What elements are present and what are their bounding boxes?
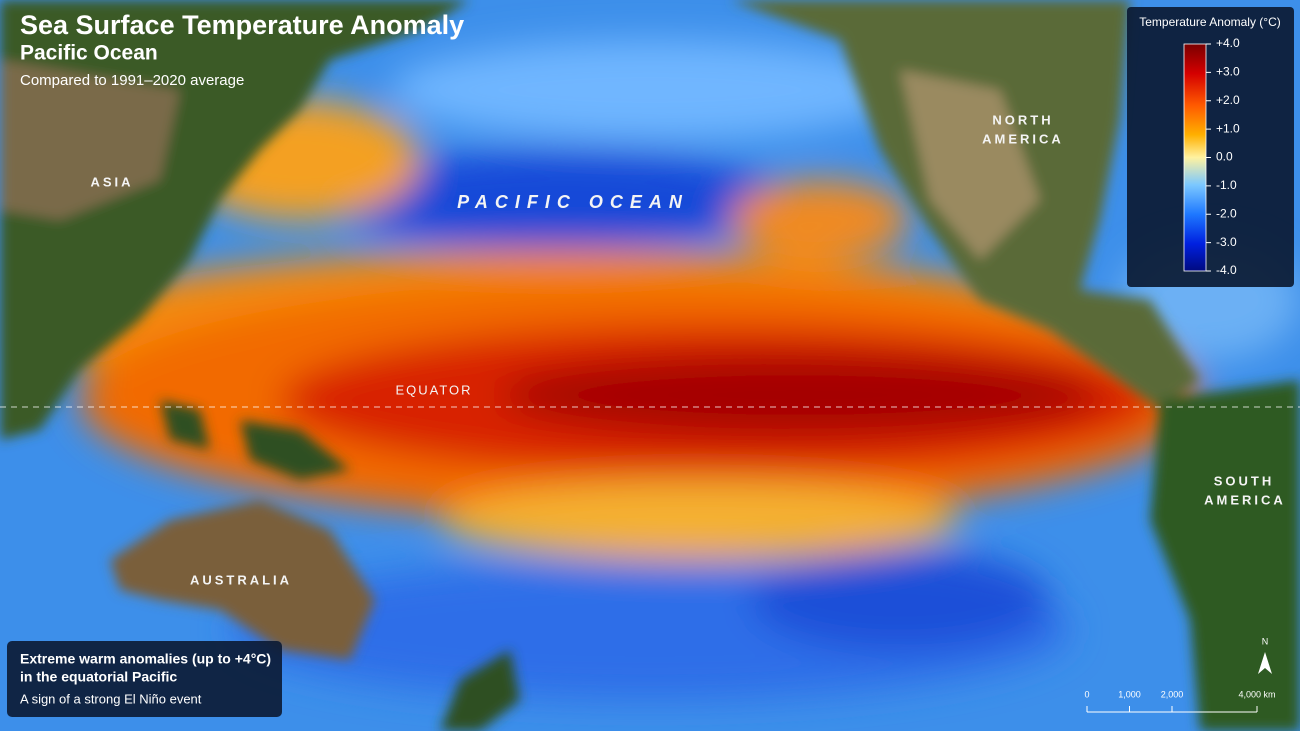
info-title: in the equatorial Pacific: [20, 669, 177, 685]
info-box: Extreme warm anomalies (up to +4°C) in t…: [7, 641, 282, 717]
scale-tick-label: 1,000: [1118, 689, 1141, 699]
legend: Temperature Anomaly (°C): [1127, 7, 1294, 287]
scale-tick-label: 0: [1084, 689, 1089, 699]
region-label: NORTH: [992, 112, 1053, 127]
scale-tick-label: 4,000 km: [1238, 689, 1275, 699]
equator-label: EQUATOR: [395, 382, 472, 397]
region-label: AMERICA: [982, 131, 1064, 146]
note: Compared to 1991–2020 average: [20, 72, 244, 89]
info-title: Extreme warm anomalies (up to +4°C): [20, 651, 271, 667]
scale-tick-label: 2,000: [1161, 689, 1184, 699]
info-box-bg: [7, 641, 282, 717]
legend-tick-label: +1.0: [1216, 121, 1240, 135]
north-label: N: [1262, 636, 1269, 646]
legend-tick-label: -2.0: [1216, 206, 1237, 220]
color-bar: [1183, 43, 1207, 272]
north-arrow: [1258, 652, 1272, 674]
info-text: A sign of a strong El Niño event: [20, 691, 202, 706]
legend-tick-label: -3.0: [1216, 235, 1237, 249]
title: Sea Surface Temperature Anomaly: [20, 10, 464, 40]
legend-box: [1127, 7, 1294, 287]
subtitle: Pacific Ocean: [20, 42, 158, 65]
legend-tick-label: +2.0: [1216, 93, 1240, 107]
legend-tick-label: -4.0: [1216, 263, 1237, 277]
legend-tick-label: +4.0: [1216, 36, 1240, 50]
legend-tick-label: -1.0: [1216, 178, 1237, 192]
legend-tick-label: +3.0: [1216, 65, 1240, 79]
region-label: ASIA: [90, 174, 133, 189]
region-label: SOUTH: [1214, 473, 1275, 488]
region-label: AMERICA: [1204, 492, 1286, 507]
legend-title: Temperature Anomaly (°C): [1139, 15, 1281, 29]
legend-tick-label: 0.0: [1216, 150, 1233, 164]
ocean-label: PACIFIC OCEAN: [457, 192, 689, 212]
region-label: AUSTRALIA: [190, 572, 292, 587]
